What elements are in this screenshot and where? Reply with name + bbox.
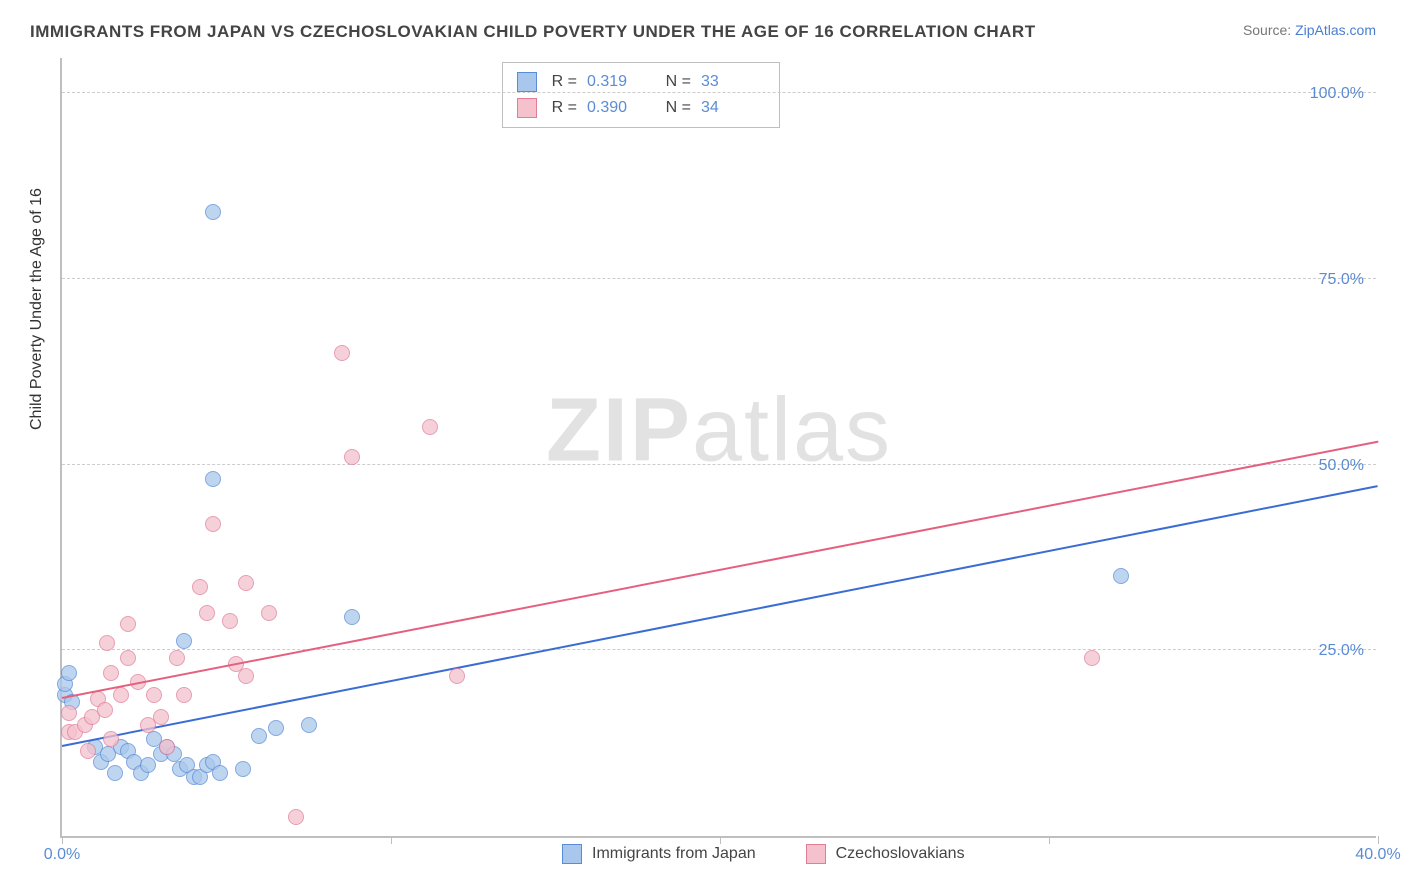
- legend-label: Immigrants from Japan: [592, 845, 756, 863]
- trend-line: [62, 440, 1378, 698]
- data-point: [120, 616, 136, 632]
- gridline: [62, 92, 1376, 93]
- x-tick: [1378, 836, 1379, 844]
- legend-item: Immigrants from Japan: [562, 844, 756, 864]
- watermark-light: atlas: [692, 381, 892, 481]
- data-point: [61, 705, 77, 721]
- x-tick: [720, 836, 721, 844]
- data-point: [103, 731, 119, 747]
- plot-area: ZIPatlas R =0.319N =33R =0.390N =34 Immi…: [60, 58, 1376, 838]
- data-point: [205, 204, 221, 220]
- data-point: [334, 345, 350, 361]
- y-tick-label: 50.0%: [1319, 457, 1364, 475]
- x-tick: [62, 836, 63, 844]
- legend-swatch: [806, 844, 826, 864]
- legend-label: Czechoslovakians: [836, 845, 965, 863]
- data-point: [99, 635, 115, 651]
- source-citation: Source: ZipAtlas.com: [1243, 22, 1376, 38]
- gridline: [62, 649, 1376, 650]
- data-point: [222, 613, 238, 629]
- y-tick-label: 25.0%: [1319, 642, 1364, 660]
- data-point: [80, 743, 96, 759]
- x-tick: [1049, 836, 1050, 844]
- stat-legend-row: R = 0.390 N = 34: [517, 95, 765, 121]
- data-point: [97, 702, 113, 718]
- data-point: [159, 739, 175, 755]
- data-point: [268, 720, 284, 736]
- bottom-legend: Immigrants from Japan Czechoslovakians: [562, 844, 965, 864]
- data-point: [251, 728, 267, 744]
- data-point: [212, 765, 228, 781]
- data-point: [120, 650, 136, 666]
- trend-line: [62, 485, 1378, 747]
- legend-swatch: [517, 98, 537, 118]
- source-link[interactable]: ZipAtlas.com: [1295, 22, 1376, 38]
- data-point: [192, 579, 208, 595]
- legend-swatch: [517, 72, 537, 92]
- r-label: R =: [547, 99, 577, 117]
- n-label: N =: [661, 99, 691, 117]
- chart-title: IMMIGRANTS FROM JAPAN VS CZECHOSLOVAKIAN…: [30, 22, 1036, 42]
- data-point: [176, 633, 192, 649]
- data-point: [140, 757, 156, 773]
- data-point: [238, 575, 254, 591]
- data-point: [238, 668, 254, 684]
- watermark-bold: ZIP: [546, 381, 692, 481]
- data-point: [103, 665, 119, 681]
- data-point: [153, 709, 169, 725]
- data-point: [113, 687, 129, 703]
- n-value: 34: [701, 99, 757, 117]
- legend-item: Czechoslovakians: [806, 844, 965, 864]
- data-point: [235, 761, 251, 777]
- data-point: [449, 668, 465, 684]
- data-point: [1113, 568, 1129, 584]
- data-point: [344, 609, 360, 625]
- r-value: 0.319: [587, 73, 643, 91]
- y-tick-label: 75.0%: [1319, 271, 1364, 289]
- data-point: [169, 650, 185, 666]
- stat-legend-row: R = 0.319 N = 33: [517, 69, 765, 95]
- n-label: N =: [661, 73, 691, 91]
- data-point: [205, 471, 221, 487]
- r-label: R =: [547, 73, 577, 91]
- stat-legend: R = 0.319 N = 33 R = 0.390 N = 34: [502, 62, 780, 128]
- data-point: [205, 516, 221, 532]
- x-tick-label: 0.0%: [44, 846, 80, 864]
- source-prefix: Source:: [1243, 22, 1295, 38]
- data-point: [61, 665, 77, 681]
- data-point: [301, 717, 317, 733]
- x-tick-label: 40.0%: [1355, 846, 1400, 864]
- data-point: [107, 765, 123, 781]
- watermark: ZIPatlas: [546, 380, 892, 483]
- data-point: [1084, 650, 1100, 666]
- data-point: [288, 809, 304, 825]
- x-tick: [391, 836, 392, 844]
- data-point: [199, 605, 215, 621]
- data-point: [261, 605, 277, 621]
- data-point: [344, 449, 360, 465]
- legend-swatch: [562, 844, 582, 864]
- y-tick-label: 100.0%: [1310, 85, 1364, 103]
- n-value: 33: [701, 73, 757, 91]
- y-axis-title: Child Poverty Under the Age of 16: [28, 188, 46, 430]
- data-point: [176, 687, 192, 703]
- r-value: 0.390: [587, 99, 643, 117]
- gridline: [62, 464, 1376, 465]
- data-point: [422, 419, 438, 435]
- data-point: [146, 687, 162, 703]
- gridline: [62, 278, 1376, 279]
